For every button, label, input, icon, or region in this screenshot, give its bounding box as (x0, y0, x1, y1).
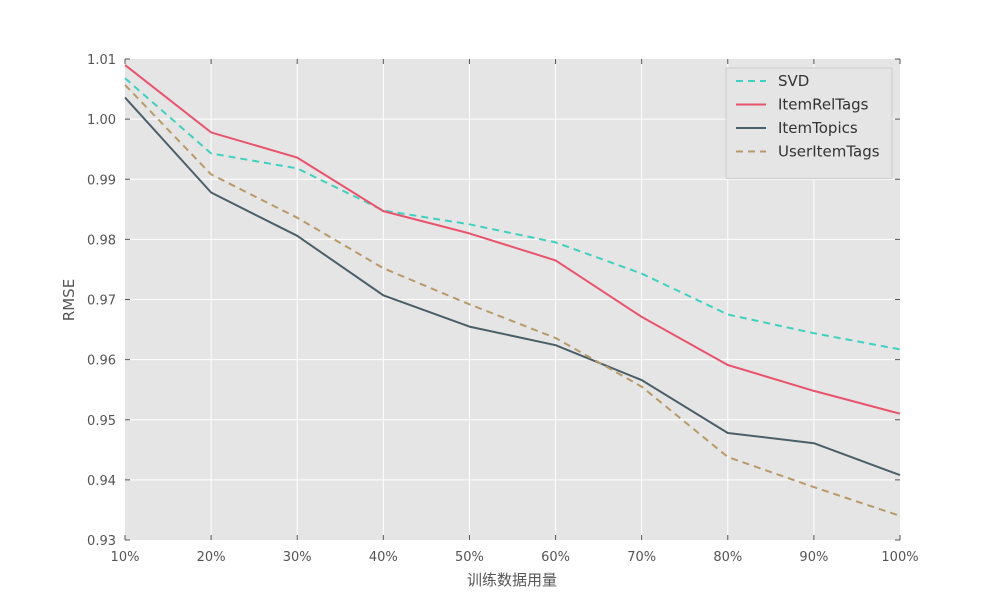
y-tick-label: 0.93 (87, 534, 116, 549)
x-tick-label: 20% (197, 550, 226, 565)
legend-label: ItemTopics (778, 119, 858, 137)
x-tick-label: 90% (799, 550, 828, 565)
series-line-itemreltags (124, 64, 901, 415)
legend-label: ItemRelTags (778, 96, 869, 114)
x-tick-label: 10% (111, 550, 140, 565)
y-axis-label: RMSE (60, 279, 78, 321)
series-lines (124, 64, 901, 517)
y-tick-label: 0.94 (87, 474, 116, 489)
x-axis-label: 训练数据用量 (467, 571, 557, 589)
x-tick-label: 30% (283, 550, 312, 565)
legend: SVD ItemRelTags ItemTopics UserItemTags (725, 67, 893, 179)
x-tick-label: 70% (627, 550, 656, 565)
x-tick-label: 50% (455, 550, 484, 565)
series-line-useritemtags (124, 84, 901, 517)
legend-label: UserItemTags (778, 143, 880, 161)
y-tick-label: 0.95 (87, 414, 116, 429)
tick-marks (124, 58, 901, 541)
y-tick-label: 0.98 (87, 233, 116, 248)
x-tick-label: 80% (713, 550, 742, 565)
series-line-itemtopics (124, 96, 901, 477)
y-tick-label: 0.96 (87, 354, 116, 369)
legend-label: SVD (778, 72, 809, 90)
y-tick-label: 0.99 (87, 173, 116, 188)
x-tick-label: 60% (541, 550, 570, 565)
x-tick-label: 40% (369, 550, 398, 565)
x-tick-labels: 10% 20% 30% 40% 50% 60% 70% 80% 90% 100% (111, 550, 919, 565)
y-tick-label: 1.01 (87, 53, 116, 68)
legend-box (725, 67, 893, 179)
y-tick-labels: 0.93 0.94 0.95 0.96 0.97 0.98 0.99 1.00 1.01 (87, 53, 116, 549)
series-line-svd (124, 77, 901, 351)
y-tick-label: 0.97 (87, 294, 116, 309)
y-tick-label: 1.00 (87, 113, 116, 128)
x-tick-label: 100% (881, 550, 918, 565)
